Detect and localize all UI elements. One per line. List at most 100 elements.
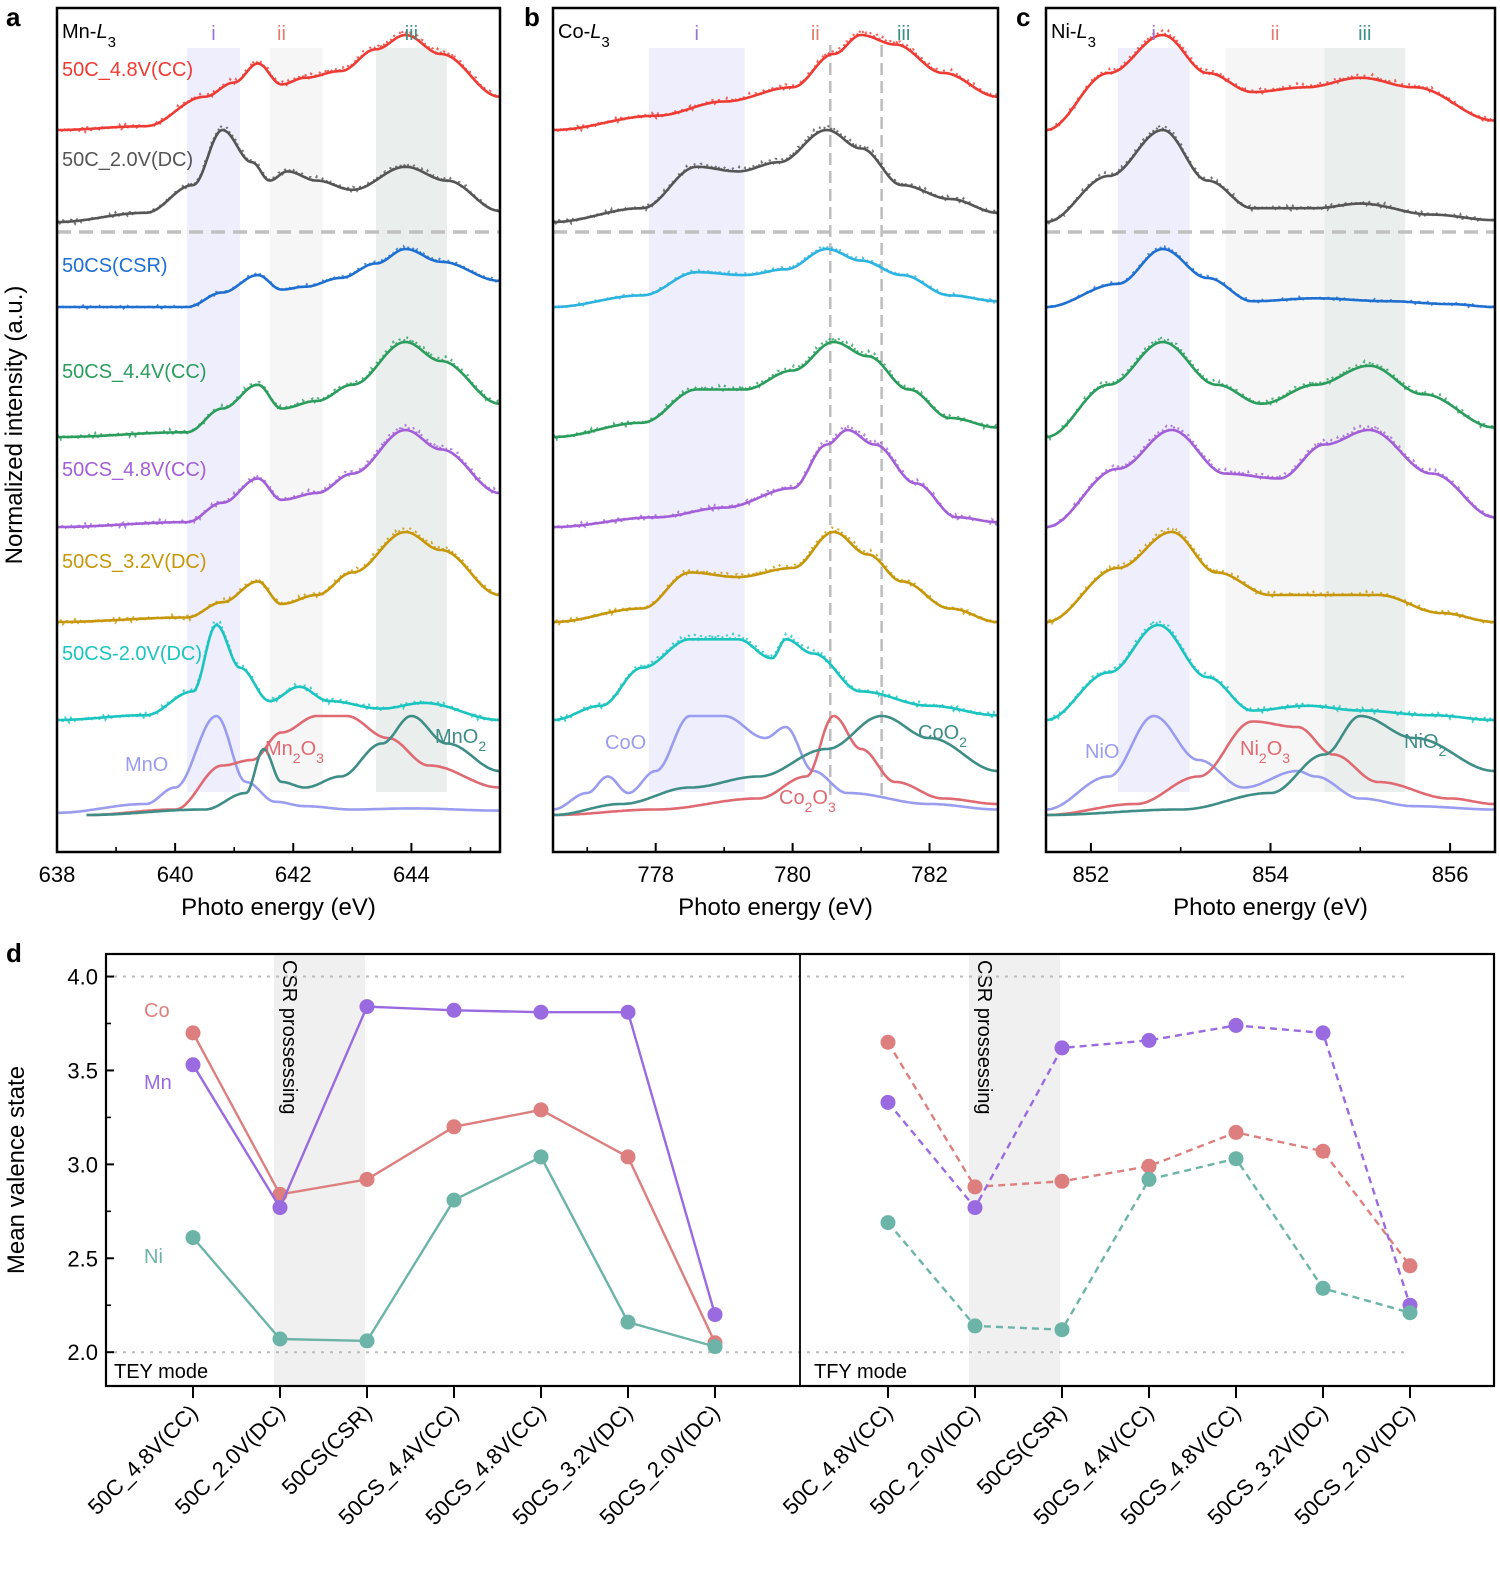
valence-point-ni — [185, 1230, 201, 1246]
reference-co2o3-line — [553, 714, 998, 817]
element-label-co: Co — [144, 1000, 170, 1022]
valence-line-ni — [192, 1155, 716, 1348]
valence-point-co — [1228, 1124, 1244, 1140]
valence-point-ni — [359, 1333, 375, 1349]
reference-label-coo2: CoO2 — [918, 722, 967, 750]
spectrum-50cs-4-8v-cc-dotted — [553, 425, 998, 532]
valence-point-co — [1141, 1158, 1157, 1174]
x-tick-label: 778 — [637, 862, 674, 887]
panel-b-frame — [551, 6, 1000, 854]
reference-label-nio: NiO — [1085, 741, 1119, 763]
valence-point-co — [1054, 1173, 1070, 1189]
spectrum-50cs-4-4v-cc-line — [1046, 340, 1495, 439]
spectrum-50cs-2-0v-dc-line — [553, 637, 998, 722]
spectrum-50cs-3-2v-dc-dotted — [57, 526, 500, 626]
spectrum-50cs-4-4v-cc-line — [57, 340, 500, 439]
reference-coo-line — [553, 714, 998, 811]
valence-point-co — [620, 1149, 636, 1165]
region-ii-shade — [269, 48, 323, 792]
spectrum-50c-4-8v-cc-line — [57, 33, 500, 132]
csr-shade — [969, 954, 1060, 1386]
region-label-ii: ii — [811, 23, 820, 45]
valence-layer: CSR prossessing CSR prossessing 2.0 2.5 3.0 3… — [3, 952, 1496, 1530]
valence-point-co — [880, 1034, 896, 1050]
series-label-50c-2-0v-dc: 50C_2.0V(DC) — [62, 149, 193, 171]
region-label-i: i — [1152, 23, 1156, 45]
region-label-ii: ii — [1271, 23, 1280, 45]
panel-letter-d: d — [6, 938, 22, 968]
valence-point-ni — [967, 1318, 983, 1334]
subplot-tfy-mode: TFY mode50C_4.8V(CC)50C_2.0V(DC)50CS(CSR… — [778, 1017, 1420, 1530]
valence-line-co — [886, 1041, 1411, 1267]
valence-point-mn — [272, 1200, 288, 1216]
panel-c-x-axis-label: Photo energy (eV) — [1173, 894, 1368, 921]
spectrum-50c-2-0v-dc-dotted — [1046, 123, 1495, 227]
spectrum-50cs-2-0v-dc-line — [1046, 623, 1495, 722]
x-tick-label: 638 — [39, 862, 76, 887]
spectrum-50cs-2-0v-dc-dotted — [553, 631, 998, 723]
y-tick-label: 2.5 — [67, 1246, 98, 1271]
reference-ni2o3-line — [1046, 720, 1495, 817]
valence-point-co — [1315, 1143, 1331, 1159]
region-label-iii: iii — [405, 23, 418, 45]
reference-label-nio2: NiO2 — [1404, 731, 1446, 759]
reference-label-mno: MnO — [125, 754, 168, 776]
valence-point-ni — [1228, 1151, 1244, 1167]
spectrum-50c-2-0v-dc-line — [553, 128, 998, 224]
valence-point-co — [446, 1119, 462, 1135]
series-label-50cs-csr: 50CS(CSR) — [62, 255, 168, 277]
valence-point-ni — [533, 1149, 549, 1165]
spectra-y-axis-label: Normalized intensity (a.u.) — [1, 286, 28, 565]
valence-point-ni — [1054, 1322, 1070, 1338]
y-tick-label: 3.0 — [67, 1152, 98, 1177]
reference-mn2o3-line — [86, 714, 500, 817]
reference-coo2-line — [553, 714, 998, 817]
element-label-mn: Mn — [144, 1072, 172, 1094]
valence-point-mn — [359, 999, 375, 1015]
panel-a-title: Mn-L3 — [62, 21, 116, 51]
region-iii-shade — [1324, 48, 1406, 792]
spectrum-50cs-2-0v-dc-line — [57, 623, 500, 722]
x-tick-label: 852 — [1073, 862, 1110, 887]
series-label-50cs-4-4v-cc: 50CS_4.4V(CC) — [62, 361, 207, 383]
valence-point-mn — [1141, 1032, 1157, 1048]
spectrum-50cs-3-2v-dc-line — [1046, 530, 1495, 624]
region-label-i: i — [695, 23, 699, 45]
valence-point-mn — [446, 1002, 462, 1018]
panel-b-plot-area — [553, 28, 998, 817]
valence-point-ni — [1141, 1171, 1157, 1187]
valence-point-co — [1402, 1258, 1418, 1274]
series-label-50cs-4-8v-cc: 50CS_4.8V(CC) — [62, 459, 207, 481]
spectrum-50cs-3-2v-dc-line — [553, 530, 998, 624]
series-label-50cs-3-2v-dc: 50CS_3.2V(DC) — [62, 551, 207, 573]
series-label-50cs-2-0v-dc: 50CS-2.0V(DC) — [62, 643, 202, 665]
mode-label: TEY mode — [114, 1361, 208, 1383]
valence-point-mn — [533, 1004, 549, 1020]
region-label-iii: iii — [897, 23, 910, 45]
reference-mno2-line — [86, 714, 500, 817]
valence-point-ni — [446, 1192, 462, 1208]
x-tick-label: 644 — [393, 862, 430, 887]
spectrum-50cs-4-8v-cc-line — [57, 428, 500, 529]
panel-b-title: Co-L3 — [558, 21, 610, 51]
x-tick-label: 782 — [911, 862, 948, 887]
valence-point-mn — [620, 1004, 636, 1020]
csr-shade — [274, 954, 365, 1386]
reference-label-co2o3: Co2O3 — [779, 787, 836, 815]
region-ii-shade — [1225, 48, 1325, 792]
panel-a-plot-area — [57, 28, 500, 817]
valence-point-ni — [707, 1339, 723, 1355]
x-tick-label: 642 — [275, 862, 312, 887]
spectrum-50cs-4-8v-cc-line — [553, 428, 998, 529]
valence-point-ni — [272, 1331, 288, 1347]
valence-point-ni — [620, 1314, 636, 1330]
region-iii-shade — [375, 48, 447, 792]
mode-label: TFY mode — [814, 1361, 907, 1383]
reference-label-coo: CoO — [605, 732, 646, 754]
region-label-iii: iii — [1358, 23, 1371, 45]
panel-c-title: Ni-L3 — [1051, 21, 1096, 51]
